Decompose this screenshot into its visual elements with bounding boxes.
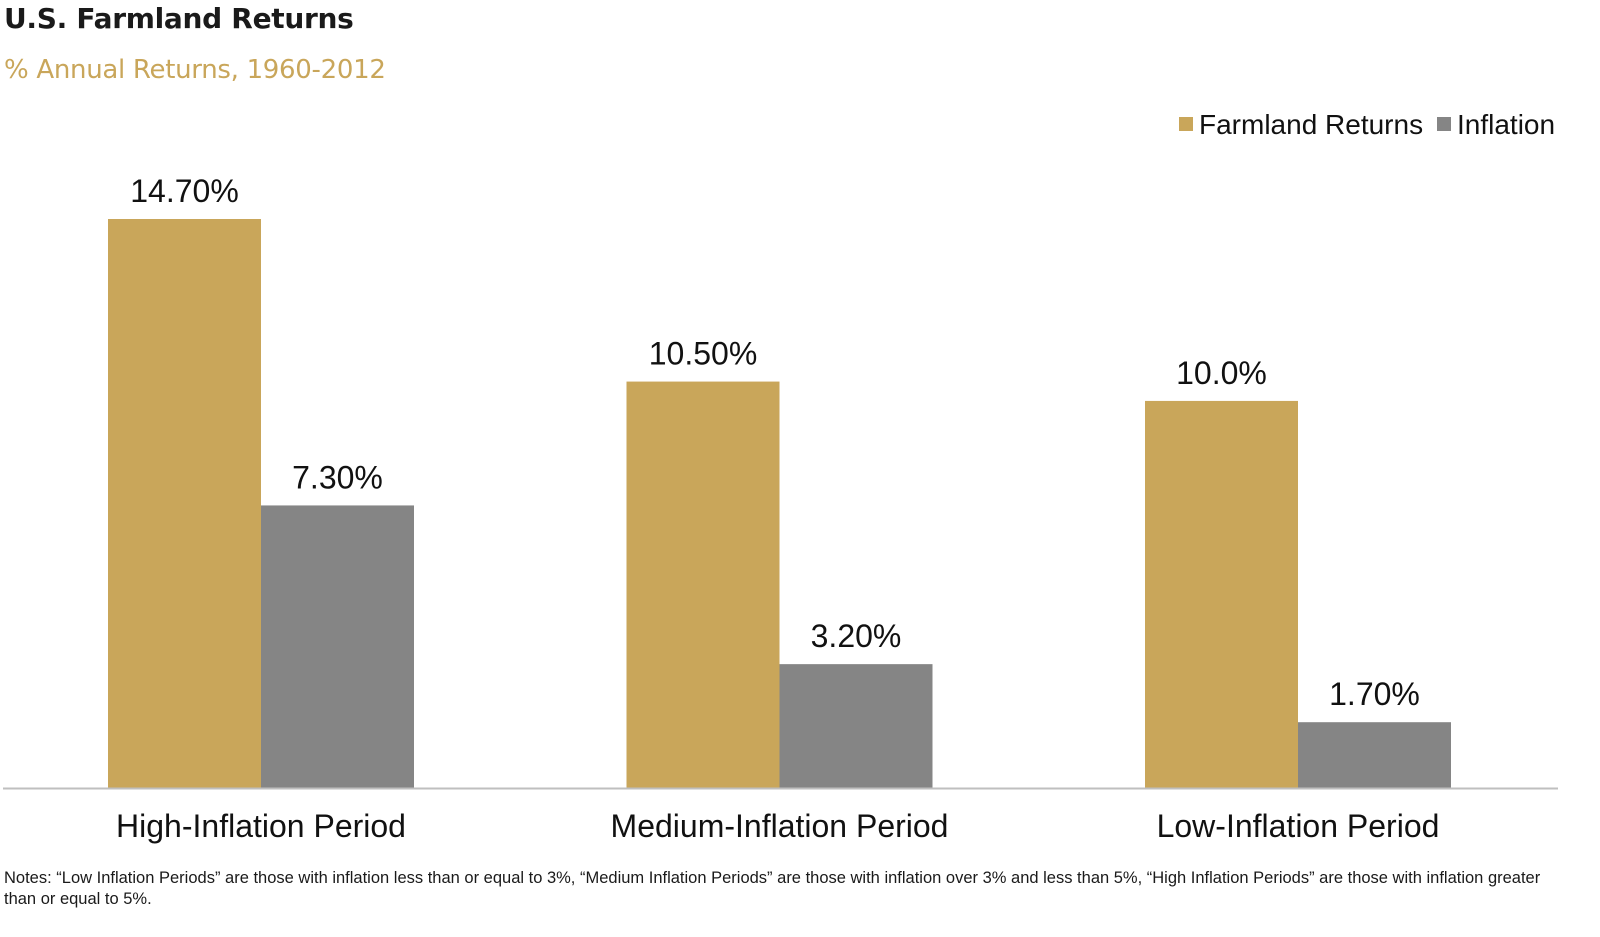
chart-subtitle: % Annual Returns, 1960-2012 — [4, 55, 386, 85]
chart-notes: Notes: “Low Inflation Periods” are those… — [4, 869, 1541, 908]
legend-swatch-inflation — [1437, 117, 1451, 131]
bar-inflation-1 — [779, 664, 933, 788]
data-label: 10.0% — [1176, 355, 1267, 391]
data-label: 14.70% — [130, 173, 239, 209]
x-tick-label: Low-Inflation Period — [1157, 808, 1440, 844]
data-label: 3.20% — [811, 618, 902, 654]
bar-farmland-1 — [626, 381, 780, 788]
legend-label: Farmland Returns — [1199, 109, 1423, 140]
bar-chart: 14.70% 7.30% High-Inflation Period 10.50% 3.… — [3, 109, 1558, 844]
chart-title: U.S. Farmland Returns — [4, 2, 354, 35]
bar-inflation-2 — [1298, 722, 1451, 788]
legend-label: Inflation — [1457, 109, 1555, 140]
data-label: 1.70% — [1329, 676, 1420, 712]
bar-farmland-2 — [1145, 400, 1298, 788]
x-tick-label: Medium-Inflation Period — [611, 808, 949, 844]
data-label: 7.30% — [292, 459, 383, 495]
bar-farmland-0 — [108, 219, 261, 788]
bar-inflation-0 — [261, 505, 414, 788]
x-tick-label: High-Inflation Period — [116, 808, 406, 844]
legend-swatch-farmland — [1179, 117, 1193, 131]
data-label: 10.50% — [649, 336, 758, 372]
